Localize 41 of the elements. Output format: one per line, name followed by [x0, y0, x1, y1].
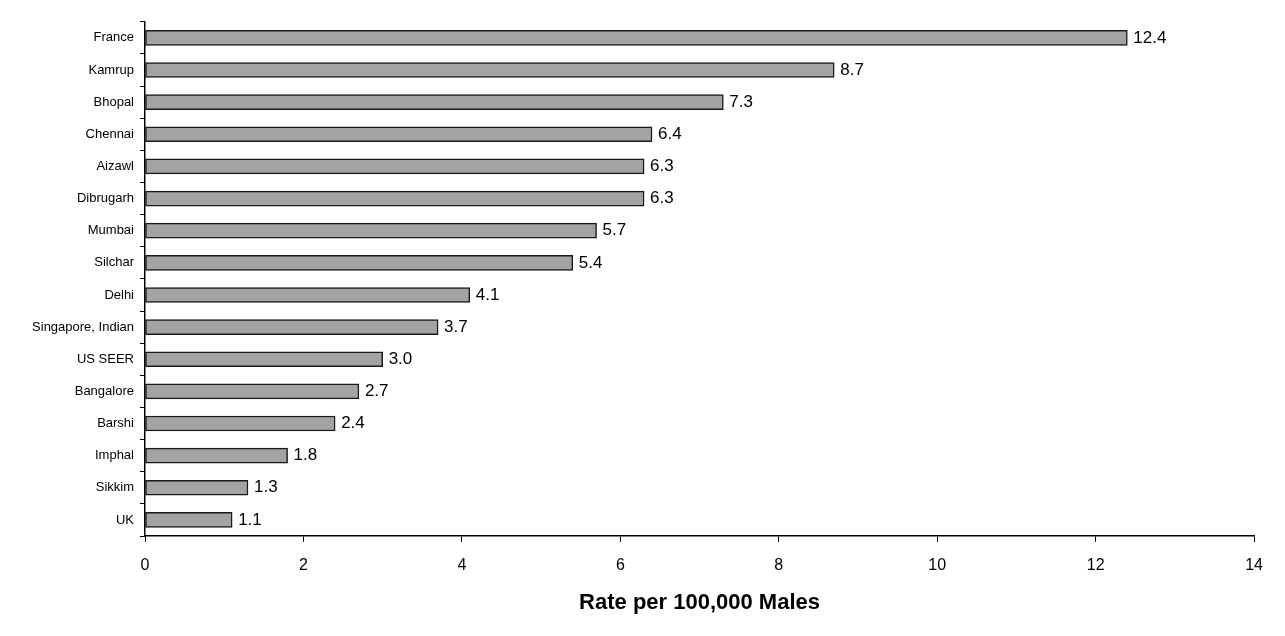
x-tick-label: 0: [140, 556, 150, 574]
x-tick-label: 6: [615, 556, 625, 574]
y-tick-label: Barshi: [97, 415, 135, 431]
y-tick-label: US SEER: [76, 350, 134, 366]
data-label: 3.0: [388, 348, 413, 368]
x-tick-label: 12: [1086, 556, 1105, 574]
y-tick-label: Aizawl: [96, 158, 135, 173]
y-tick-label: Imphal: [94, 447, 135, 463]
data-label: 6.3: [650, 156, 674, 176]
data-label: 12.4: [1133, 27, 1167, 47]
data-label: 2.7: [364, 381, 389, 401]
data-label: 1.1: [238, 509, 262, 529]
data-label: 6.3: [650, 188, 674, 208]
data-label: 7.3: [729, 91, 753, 111]
data-label: 3.7: [444, 316, 468, 336]
data-label: 6.4: [658, 123, 682, 143]
data-label: 2.4: [341, 413, 365, 433]
data-label: 5.4: [578, 252, 603, 272]
y-tick-label: Chennai: [85, 125, 135, 141]
x-tick-label: 4: [457, 556, 467, 574]
data-label: 1.8: [293, 445, 318, 465]
y-tick-label: Delhi: [104, 286, 135, 302]
x-axis-title: Rate per 100,000 Males: [579, 588, 821, 614]
y-tick-label: France: [93, 29, 134, 45]
y-tick-label: Kamrup: [88, 61, 134, 77]
x-tick-label: 8: [774, 556, 784, 574]
y-tick-label: Bhopal: [93, 93, 135, 109]
x-tick-label: 10: [928, 556, 947, 574]
y-tick-label: Bangalore: [74, 382, 134, 398]
data-label: 5.7: [602, 220, 627, 240]
y-tick-label: Sikkim: [95, 479, 134, 495]
y-tick-label: Dibrugarh: [76, 190, 134, 206]
data-label: 4.1: [475, 284, 500, 304]
x-tick-label: 2: [298, 556, 308, 574]
y-tick-label: Silchar: [94, 254, 135, 270]
y-tick-label: Mumbai: [87, 222, 135, 238]
y-tick-label: Singapore, Indian: [32, 318, 134, 334]
data-label: 1.3: [253, 477, 278, 497]
x-tick-label: 14: [1245, 556, 1264, 574]
data-label: 8.7: [840, 59, 864, 79]
y-tick-label: UK: [115, 511, 135, 527]
